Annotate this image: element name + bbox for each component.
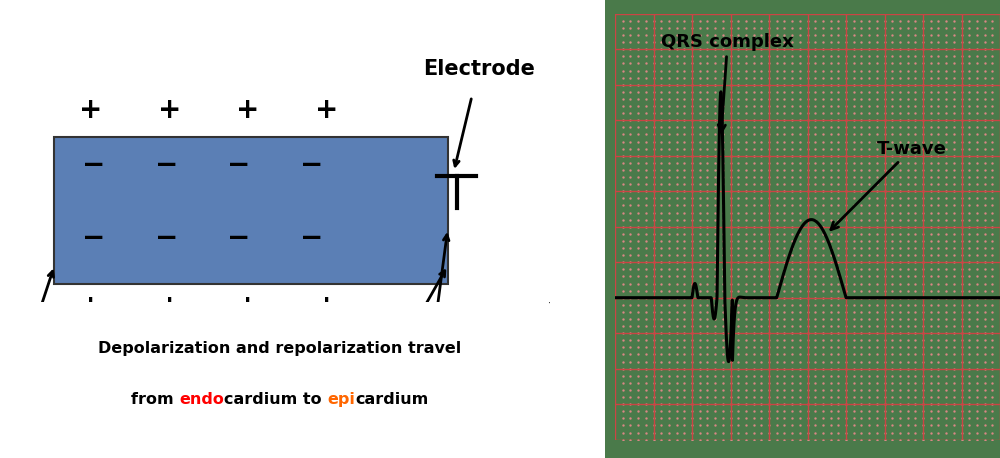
- Text: −: −: [300, 151, 323, 179]
- Text: QRS complex: QRS complex: [661, 33, 794, 132]
- FancyArrowPatch shape: [45, 371, 433, 408]
- FancyArrowPatch shape: [45, 369, 433, 410]
- Text: +: +: [79, 96, 102, 124]
- Text: Endo: Endo: [18, 336, 84, 360]
- Text: endo: endo: [180, 393, 224, 408]
- Text: +: +: [79, 293, 102, 321]
- FancyBboxPatch shape: [0, 0, 623, 458]
- Text: −: −: [82, 224, 105, 252]
- Text: epi: epi: [328, 393, 355, 408]
- Text: +: +: [158, 293, 181, 321]
- Text: −: −: [82, 151, 105, 179]
- Bar: [54, 137, 448, 284]
- Text: −: −: [300, 224, 323, 252]
- Text: −: −: [227, 151, 251, 179]
- Text: cardium: cardium: [352, 336, 460, 360]
- Text: from: from: [131, 393, 180, 408]
- Text: +: +: [158, 96, 181, 124]
- Text: +: +: [236, 96, 260, 124]
- Text: −: −: [155, 151, 178, 179]
- Text: −: −: [155, 224, 178, 252]
- Text: cardium to: cardium to: [224, 393, 328, 408]
- Text: +: +: [315, 293, 338, 321]
- Text: +: +: [315, 96, 338, 124]
- Text: Electrode: Electrode: [424, 59, 535, 79]
- FancyBboxPatch shape: [2, 297, 553, 456]
- Text: Epi: Epi: [302, 336, 344, 360]
- Text: −: −: [227, 224, 251, 252]
- Text: cardium: cardium: [102, 336, 210, 360]
- Text: cardium: cardium: [355, 393, 429, 408]
- Text: +: +: [236, 293, 260, 321]
- Text: T-wave: T-wave: [831, 140, 947, 229]
- Text: Depolarization and repolarization travel: Depolarization and repolarization travel: [98, 341, 462, 356]
